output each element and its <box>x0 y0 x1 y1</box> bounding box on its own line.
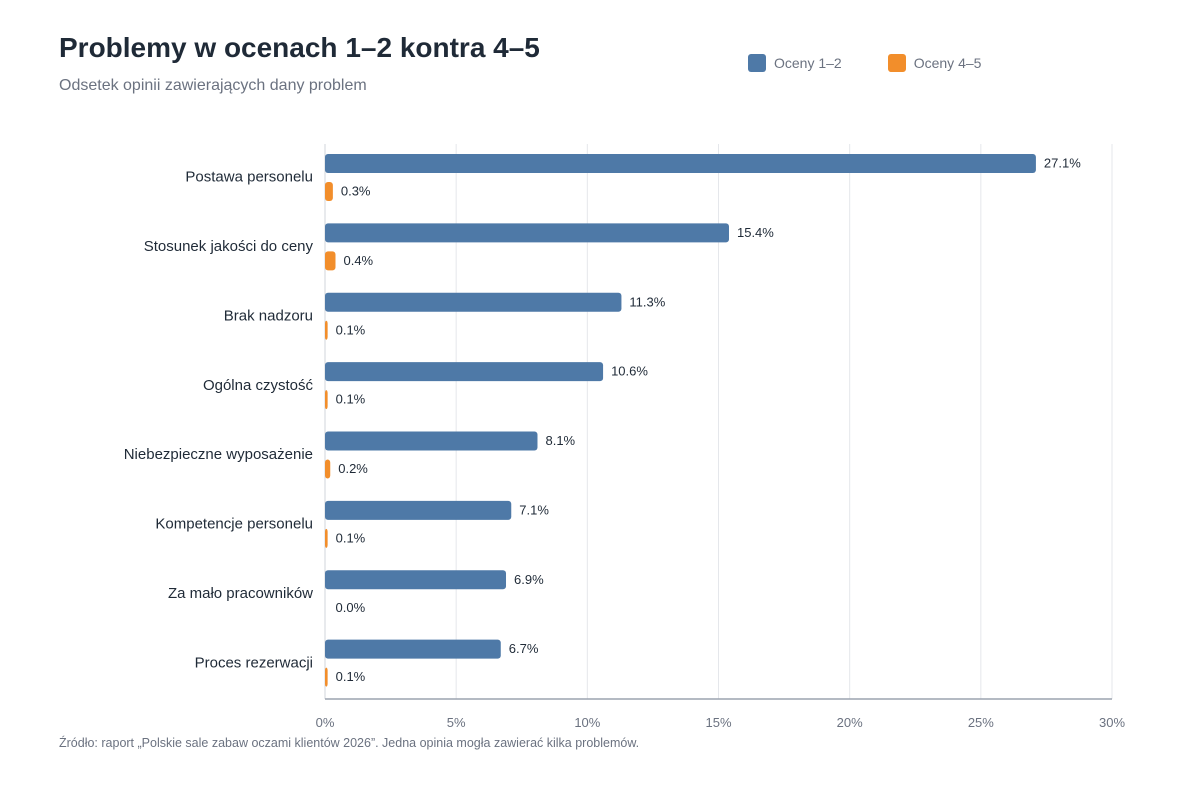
data-label: 0.1% <box>336 392 366 407</box>
chart-subtitle: Odsetek opinii zawierających dany proble… <box>59 77 367 94</box>
source-note: Źródło: raport „Polskie sale zabaw oczam… <box>59 736 640 750</box>
category-label: Postawa personelu <box>185 169 313 186</box>
data-label: 6.9% <box>514 572 544 587</box>
x-tick-label: 20% <box>837 715 863 730</box>
data-label: 0.1% <box>336 322 366 337</box>
data-label: 6.7% <box>509 641 539 656</box>
category-label: Brak nadzoru <box>224 307 313 324</box>
bar-low-ratings <box>325 154 1036 173</box>
category-label: Proces rezerwacji <box>195 654 313 671</box>
legend-swatch-low-ratings <box>748 54 766 72</box>
legend-item-high-ratings[interactable]: Oceny 4–5 <box>887 54 982 72</box>
bar-low-ratings <box>325 362 604 382</box>
data-label: 0.1% <box>336 669 366 684</box>
bar-high-ratings <box>325 528 328 548</box>
legend-swatch-high-ratings <box>887 54 906 72</box>
legend-item-low-ratings[interactable]: Oceny 1–2 <box>748 54 842 72</box>
bar-low-ratings <box>325 639 501 659</box>
category-label: Stosunek jakości do ceny <box>144 238 314 255</box>
category-label: Kompetencje personelu <box>155 516 313 533</box>
data-label: 0.4% <box>343 253 373 268</box>
data-label: 8.1% <box>545 433 575 448</box>
data-label: 0.1% <box>336 530 366 545</box>
legend: Oceny 1–2 Oceny 4–5 <box>748 54 981 72</box>
x-tick-label: 15% <box>705 715 731 730</box>
x-tick-label: 10% <box>574 715 600 730</box>
category-label: Za mało pracowników <box>168 585 313 602</box>
data-label: 0.2% <box>338 461 368 476</box>
x-tick-label: 5% <box>447 715 466 730</box>
chart-title: Problemy w ocenach 1–2 kontra 4–5 <box>59 32 540 63</box>
bar-high-ratings <box>325 459 331 479</box>
data-label: 7.1% <box>519 502 549 517</box>
data-label: 0.3% <box>341 184 371 199</box>
data-label: 11.3% <box>629 294 665 309</box>
bar-high-ratings <box>325 182 333 201</box>
x-tick-label: 25% <box>968 715 994 730</box>
bar-low-ratings <box>325 500 512 520</box>
bar-low-ratings <box>325 570 507 590</box>
bar-low-ratings <box>325 223 729 243</box>
data-label: 15.4% <box>737 225 774 240</box>
bar-high-ratings <box>325 667 328 687</box>
bar-high-ratings <box>325 390 328 410</box>
category-label: Niebezpieczne wyposażenie <box>124 446 313 463</box>
data-label: 27.1% <box>1044 156 1081 171</box>
x-tick-label: 30% <box>1099 715 1125 730</box>
data-label: 10.6% <box>611 364 648 379</box>
data-label: 0.0% <box>336 600 366 615</box>
bar-high-ratings <box>325 320 328 340</box>
x-tick-label: 0% <box>316 715 335 730</box>
bar-high-ratings <box>325 251 336 271</box>
legend-label-high-ratings: Oceny 4–5 <box>913 55 982 71</box>
bar-low-ratings <box>325 431 538 451</box>
category-label: Ogólna czystość <box>203 377 314 394</box>
legend-label-low-ratings: Oceny 1–2 <box>774 55 842 71</box>
bar-low-ratings <box>325 292 622 312</box>
